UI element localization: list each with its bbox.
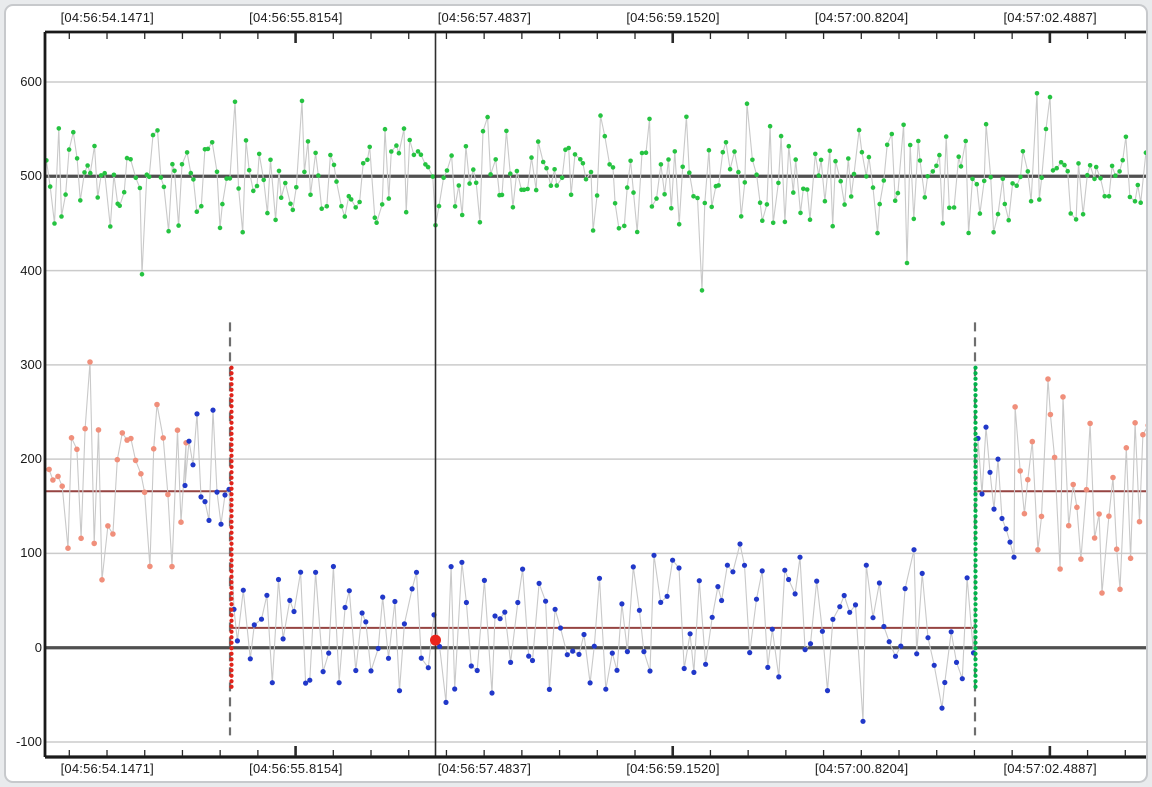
series-raw-high-right-salmon	[1012, 376, 1146, 596]
series-raw-low-middle-blue	[231, 541, 977, 724]
series-upper-band-green	[44, 91, 1146, 293]
chart-panel: [04:56:54.1471] [04:56:55.8154] [04:56:57.…	[4, 4, 1148, 783]
chain-raw-connector	[48, 361, 1146, 722]
series-raw-transition-left-blue	[182, 407, 232, 527]
chart-canvas[interactable]	[4, 4, 1148, 783]
chain-upper-connector	[45, 93, 1146, 291]
selected-point[interactable]	[430, 634, 441, 646]
series-raw-high-left-salmon	[46, 359, 189, 583]
series-raw-transition-right-blue	[975, 424, 1017, 560]
